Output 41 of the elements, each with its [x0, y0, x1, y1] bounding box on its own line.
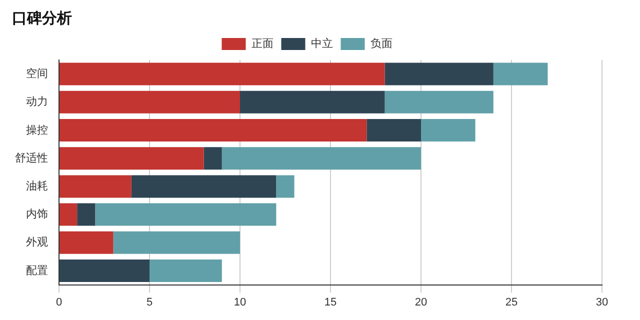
bar	[60, 203, 78, 226]
bar	[276, 175, 294, 198]
bar	[60, 147, 204, 170]
bar	[60, 90, 240, 114]
bar	[60, 62, 385, 86]
x-tick-label: 20	[414, 296, 428, 308]
bar	[421, 119, 476, 142]
x-tick-label: 10	[234, 296, 246, 308]
bar	[240, 90, 385, 114]
y-tick-label: 油耗	[26, 179, 48, 192]
bar	[95, 203, 276, 226]
y-tick-label: 外观	[26, 236, 48, 249]
y-tick-label: 动力	[26, 95, 48, 108]
bar	[60, 260, 150, 282]
legend-label: 正面	[251, 38, 274, 50]
bar	[384, 90, 494, 114]
bar	[222, 147, 421, 170]
bar	[60, 175, 132, 198]
bar	[150, 260, 222, 282]
legend-label: 负面	[370, 38, 392, 50]
y-tick-label: 空间	[26, 67, 48, 80]
bar	[366, 119, 421, 142]
legend-label: 中立	[310, 37, 333, 50]
x-tick-label: 0	[56, 296, 62, 308]
x-tick-label: 15	[324, 296, 337, 308]
bar	[77, 203, 96, 226]
x-tick-label: 30	[596, 296, 608, 308]
bar	[60, 119, 367, 142]
bar	[493, 62, 548, 86]
bar	[60, 231, 114, 254]
chart-title: 口碑分析	[12, 10, 72, 28]
x-tick-label: 5	[146, 296, 153, 308]
bar	[384, 62, 494, 86]
bar	[113, 231, 240, 254]
x-tick-label: 25	[505, 296, 518, 308]
y-tick-label: 配置	[26, 264, 48, 277]
y-tick-label: 操控	[26, 124, 48, 136]
y-tick-label: 舒适性	[15, 151, 48, 164]
y-tick-label: 内饰	[26, 208, 48, 221]
bar	[131, 175, 276, 198]
bar	[204, 147, 222, 170]
